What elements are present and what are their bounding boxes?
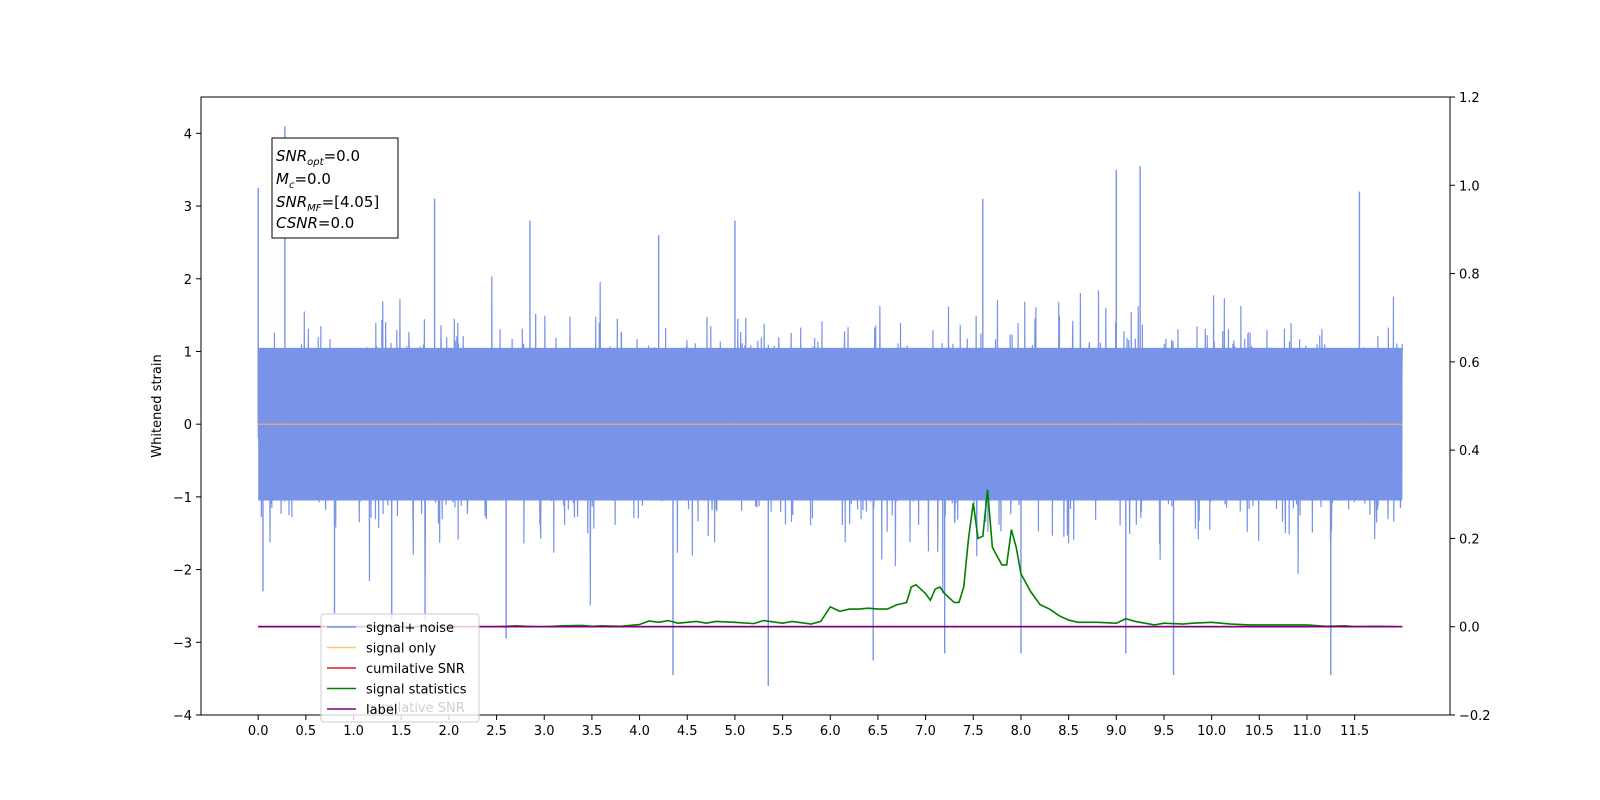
x-tick-label: 5.0 (725, 724, 746, 739)
y-tick-label: −1 (173, 491, 192, 506)
x-tick-label: 3.5 (582, 724, 603, 739)
signal-noise-series (257, 126, 1403, 686)
y2-tick-label: 0.0 (1459, 621, 1480, 636)
x-tick-label: 10.5 (1245, 724, 1274, 739)
x-tick-label: 11.5 (1340, 724, 1369, 739)
y-axis-label: Whitened strain (150, 354, 165, 457)
x-tick-label: 7.5 (963, 724, 984, 739)
x-tick-label: 10.0 (1197, 724, 1226, 739)
mc-text: Mc=0.0 (276, 170, 331, 191)
x-tick-label: 5.5 (772, 724, 793, 739)
y-tick-label: 0 (184, 418, 192, 433)
y2-tick-label: 1.0 (1459, 179, 1480, 194)
y-axis-left: 4 3 2 1 0 −1 −2 −3 −4 (173, 127, 201, 724)
x-tick-label: 9.0 (1106, 724, 1127, 739)
y-tick-label: −3 (173, 636, 192, 651)
x-tick-label: 11.0 (1293, 724, 1322, 739)
y-tick-label: 4 (184, 127, 192, 142)
legend-label: cumilative SNR (366, 662, 465, 677)
x-tick-label: 1.0 (343, 724, 364, 739)
legend-label: label (366, 703, 397, 718)
x-tick-label: 4.5 (677, 724, 698, 739)
y2-tick-label: 1.2 (1459, 91, 1480, 106)
legend-ghost-text: cumilative SNR (366, 701, 465, 716)
legend-label: signal+ noise (366, 621, 454, 636)
x-axis: 0.0 0.5 1.0 1.5 2.0 2.5 3.0 3.5 4.0 4.5 5.0 5.5 6.0 6… (248, 715, 1369, 739)
y-tick-label: 1 (184, 345, 192, 360)
x-tick-label: 9.5 (1154, 724, 1175, 739)
annotation-box: SNRopt=0.0 Mc=0.0 SNRMF=[4.05] CSNR=0.0 (271, 137, 399, 239)
y2-tick-label: 0.8 (1459, 268, 1480, 283)
x-tick-label: 7.0 (915, 724, 936, 739)
y2-tick-label: 0.6 (1459, 356, 1480, 371)
x-tick-label: 0.0 (248, 724, 269, 739)
y-axis-right: 1.2 1.0 0.8 0.6 0.4 0.2 0.0 −0.2 (1450, 91, 1491, 724)
snr-opt-text: SNRopt=0.0 (276, 147, 360, 168)
x-tick-label: 8.0 (1011, 724, 1032, 739)
x-tick-label: 8.5 (1058, 724, 1079, 739)
x-tick-label: 2.5 (486, 724, 507, 739)
legend-label: signal only (366, 642, 436, 657)
legend-label: signal statistics (366, 683, 467, 698)
x-tick-label: 3.0 (534, 724, 555, 739)
x-tick-label: 6.5 (868, 724, 889, 739)
legend: cumilative SNR signal+ noise signal only c… (320, 613, 480, 723)
signal-statistics-line (258, 489, 1398, 628)
csnr-text: CSNR=0.0 (276, 214, 354, 232)
y-tick-label: −2 (173, 564, 192, 579)
y2-tick-label: 0.2 (1459, 532, 1480, 547)
x-tick-label: 1.5 (391, 724, 412, 739)
y-tick-label: −4 (173, 709, 192, 724)
plot-area (257, 126, 1403, 686)
x-tick-label: 4.0 (629, 724, 650, 739)
x-tick-label: 6.0 (820, 724, 841, 739)
plot-frame (200, 96, 1451, 716)
y2-tick-label: −0.2 (1459, 709, 1491, 724)
y-tick-label: 2 (184, 273, 192, 288)
snr-mf-text: SNRMF=[4.05] (276, 193, 379, 214)
y-tick-label: 3 (184, 200, 192, 215)
y2-tick-label: 0.4 (1459, 444, 1480, 459)
x-tick-label: 2.0 (439, 724, 460, 739)
x-tick-label: 0.5 (296, 724, 317, 739)
